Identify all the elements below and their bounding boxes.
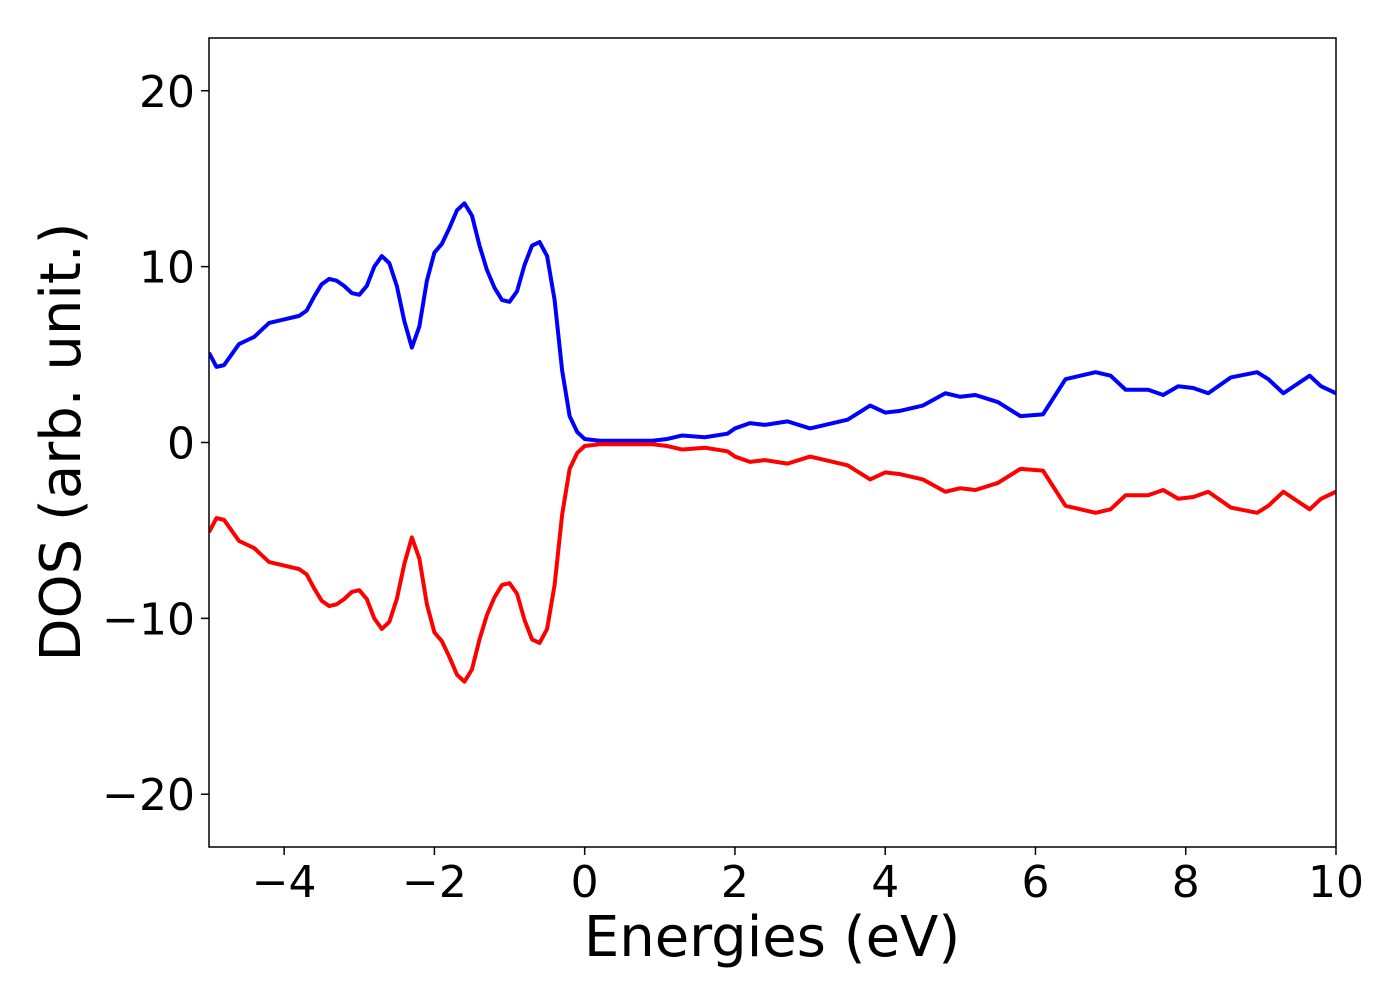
x-tick-label: 0 — [571, 857, 599, 908]
x-axis-label: Energies (eV) — [584, 905, 960, 970]
x-tick-label: 8 — [1172, 857, 1200, 908]
x-tick-label: −4 — [252, 857, 317, 908]
x-tick-label: −2 — [402, 857, 467, 908]
x-tick-label: 4 — [871, 857, 899, 908]
x-tick-label: 10 — [1308, 857, 1364, 908]
y-tick-label: −10 — [102, 594, 195, 645]
x-tick-label: 2 — [721, 857, 749, 908]
y-tick-label: 10 — [139, 243, 195, 294]
dos-line — [209, 201, 1336, 443]
y-tick-label: −20 — [102, 770, 195, 821]
y-tick-label: 20 — [139, 67, 195, 118]
plot-frame — [208, 37, 1337, 848]
x-tick-label: 6 — [1021, 857, 1049, 908]
y-tick-label: 0 — [167, 419, 195, 470]
dos-line — [209, 442, 1336, 684]
y-axis-label: DOS (arb. unit.) — [29, 222, 94, 661]
